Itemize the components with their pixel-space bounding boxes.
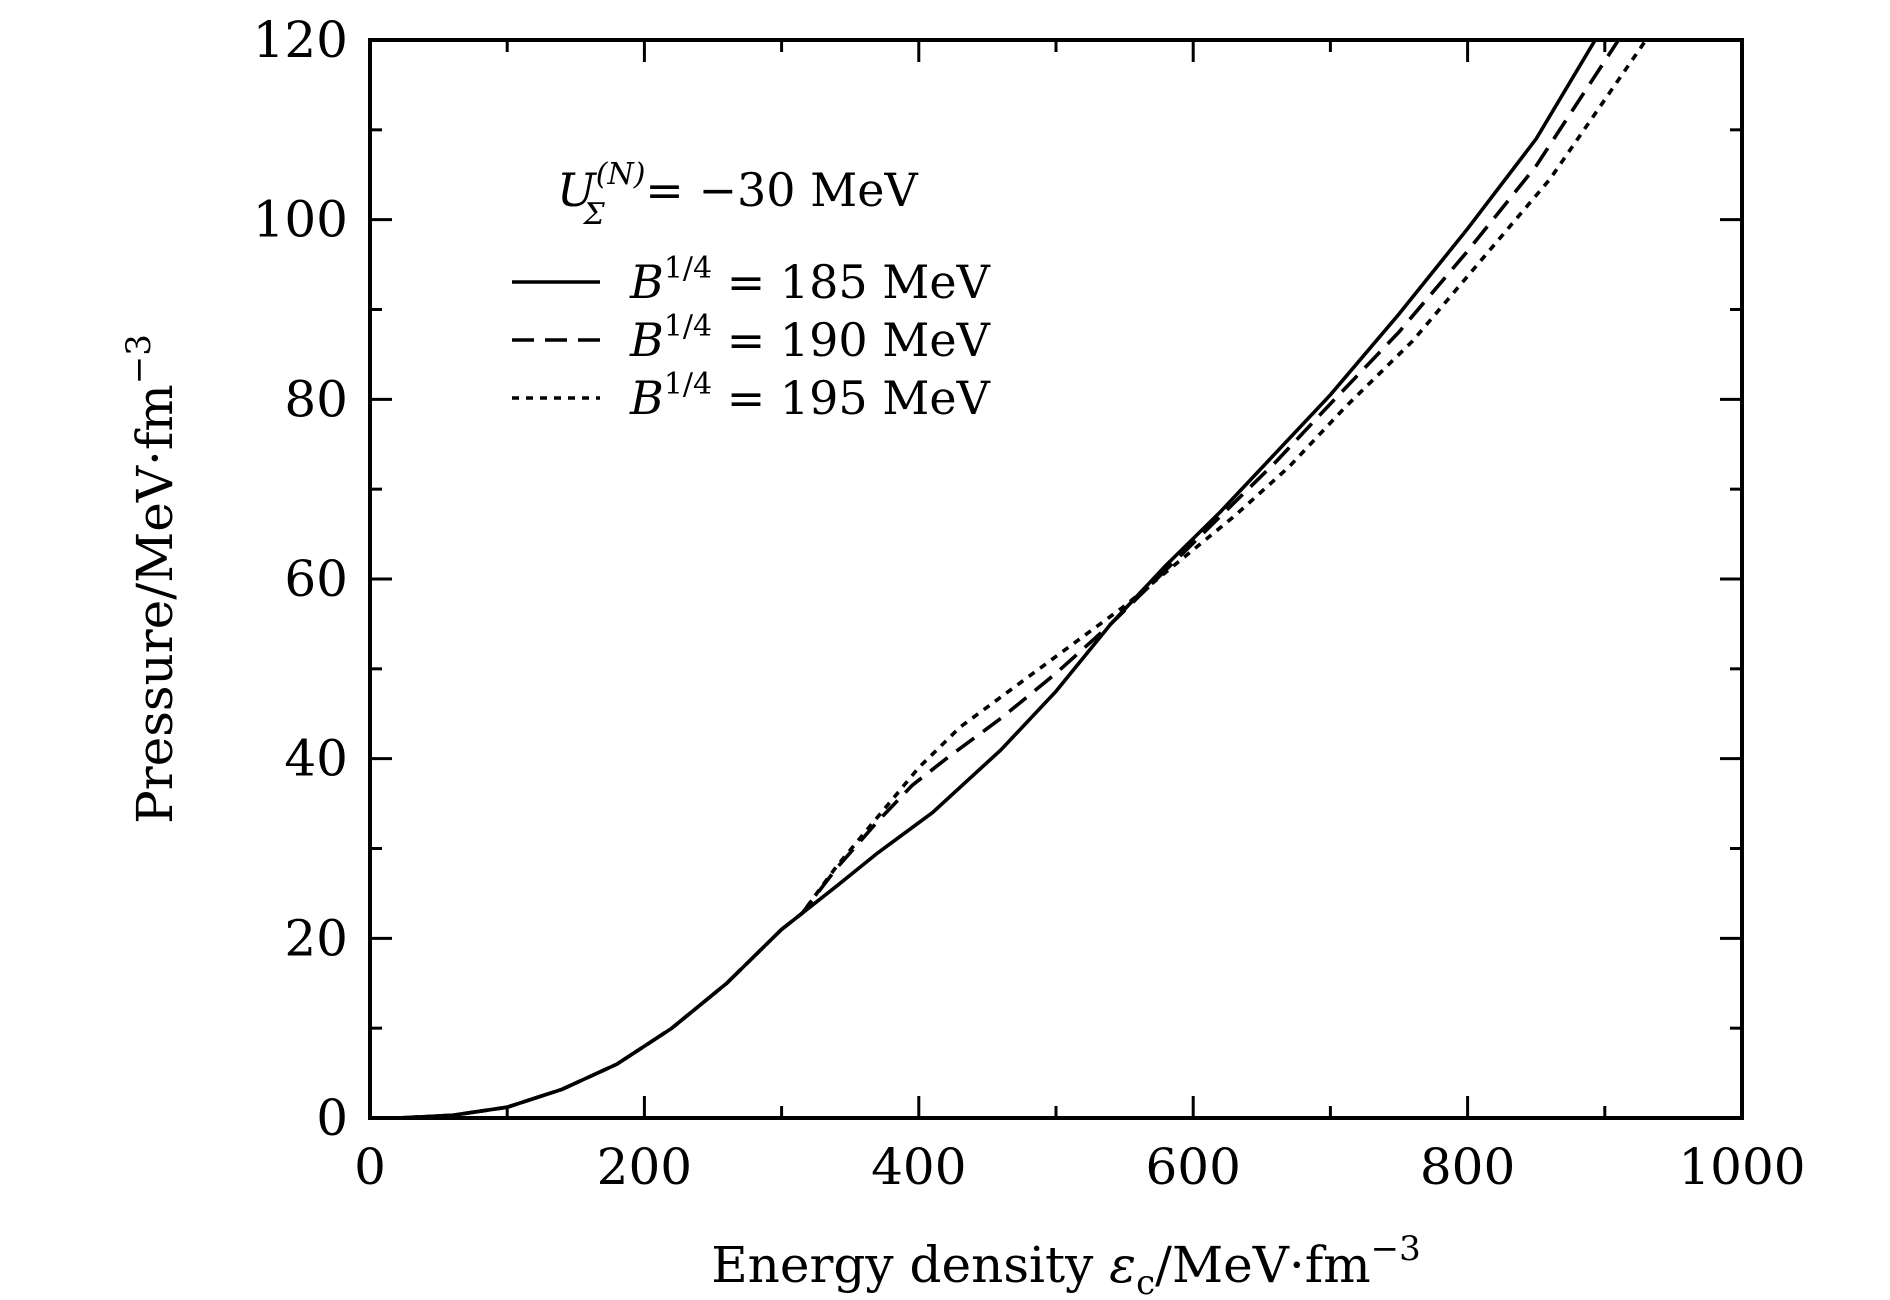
legend-label-1: B1/4 = 185 MeV [629, 251, 991, 309]
x-tick-label: 800 [1420, 1138, 1515, 1196]
x-tick-label: 1000 [1678, 1138, 1805, 1196]
plot-area [397, 40, 1648, 1118]
y-tick-label: 60 [284, 550, 348, 608]
axes: 0 200 400 600 800 1000 0 20 40 60 80 100 120 Energy d… [119, 11, 1806, 1300]
y-tick-label: 20 [284, 909, 348, 967]
y-tick-label: 120 [253, 11, 348, 69]
x-tick-label: 400 [871, 1138, 966, 1196]
x-tick-label: 600 [1145, 1138, 1240, 1196]
y-axis-title: Pressure/MeV·fm−3 [119, 334, 184, 824]
x-tick-label: 200 [597, 1138, 692, 1196]
y-tick-label: 0 [316, 1089, 348, 1147]
y-tick-label: 100 [253, 191, 348, 249]
series-line-2 [397, 40, 1621, 1118]
y-tick-label: 40 [284, 730, 348, 788]
legend-label-3: B1/4 = 195 MeV [629, 367, 991, 425]
x-tick-label: 0 [354, 1138, 386, 1196]
y-tick-label: 80 [284, 370, 348, 428]
x-axis-title: Energy density εc/MeV·fm−3 [711, 1229, 1421, 1300]
parameter-annotation: U(N) Σ = −30 MeV [557, 157, 918, 232]
legend-label-2: B1/4 = 190 MeV [629, 309, 991, 367]
